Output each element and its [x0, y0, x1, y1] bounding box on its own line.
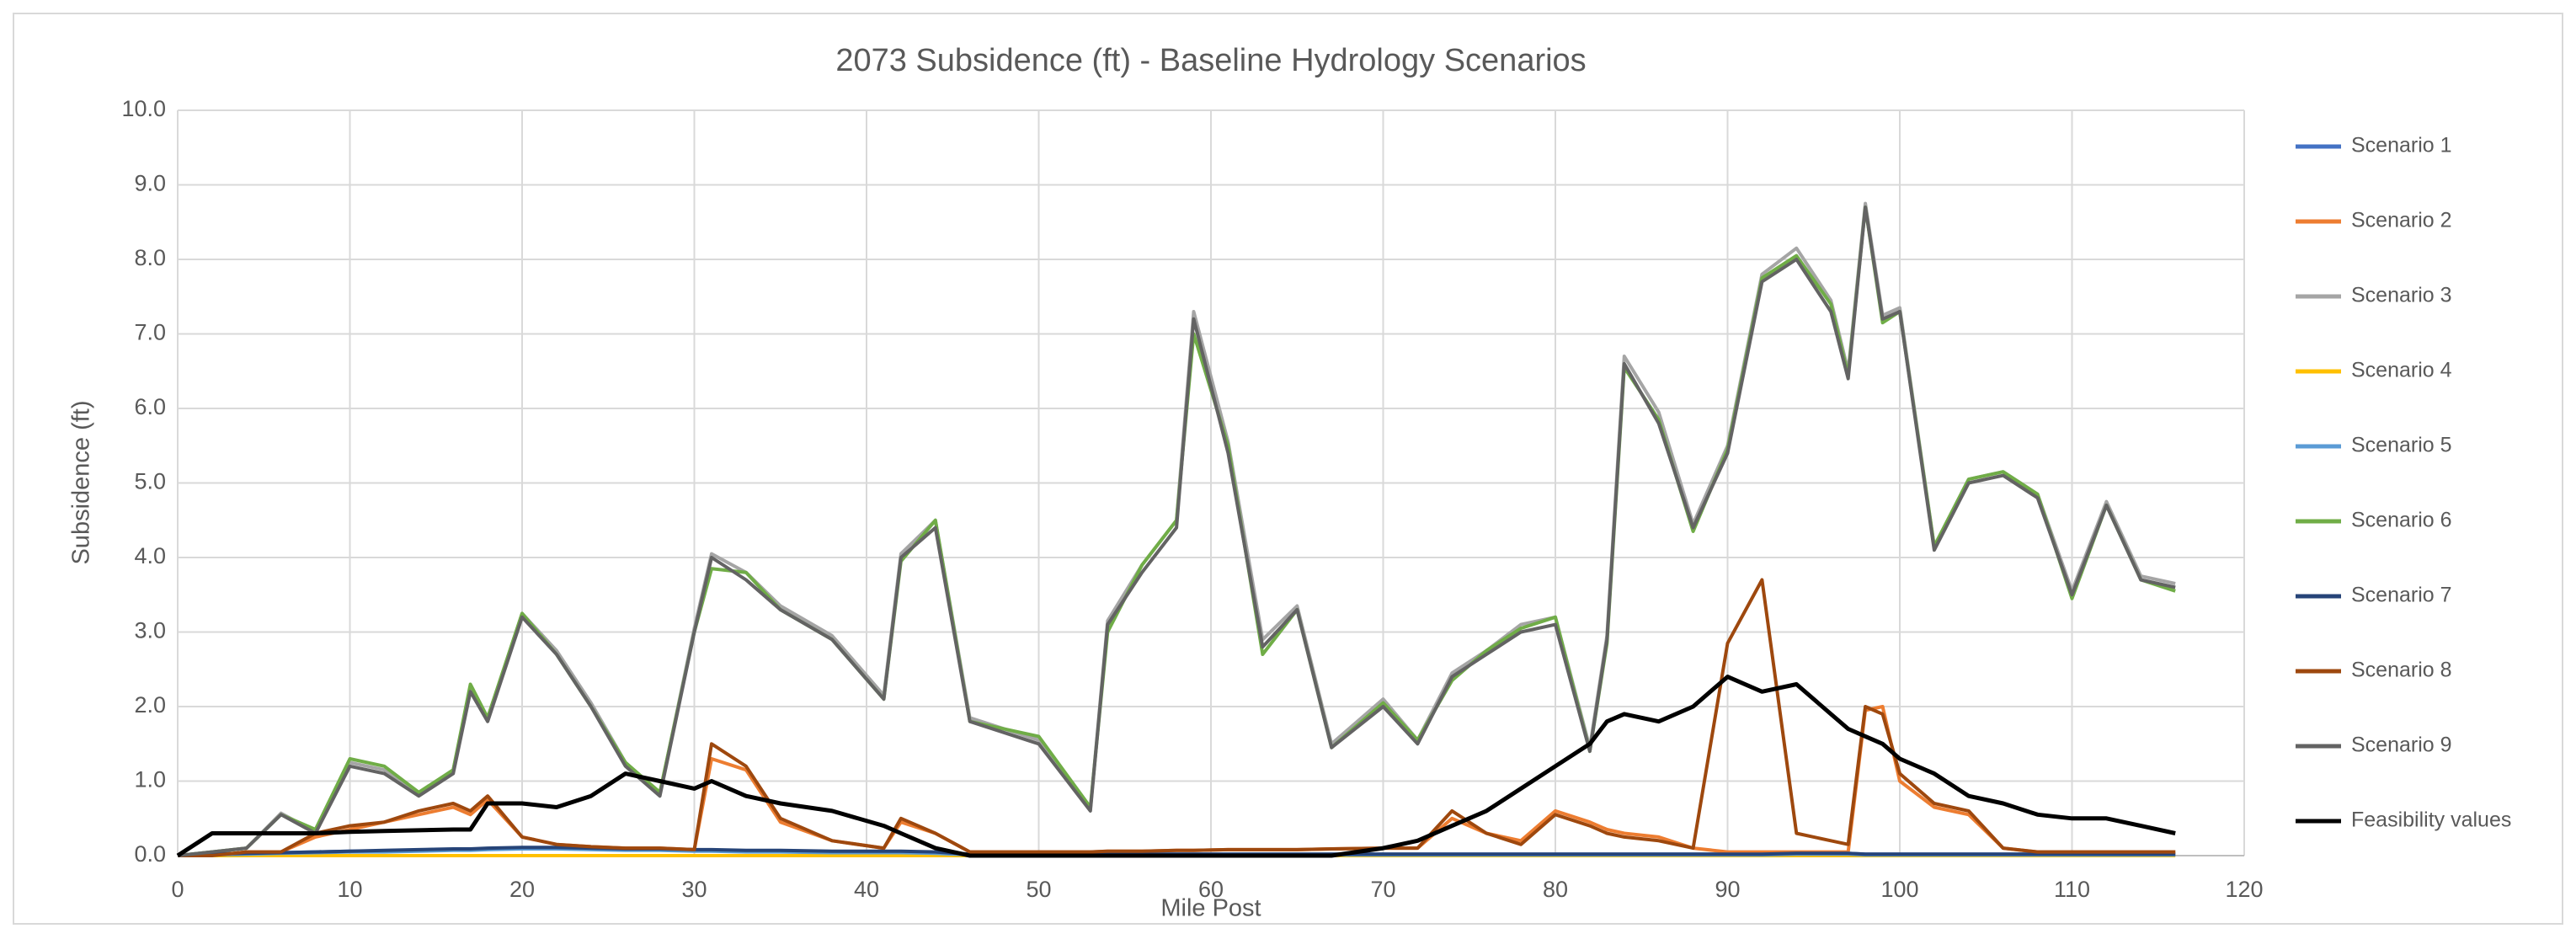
- chart-border: [13, 13, 2563, 925]
- legend-label: Scenario 9: [2351, 734, 2452, 757]
- x-tick-label: 110: [2054, 877, 2090, 902]
- y-tick-label: 2.0: [134, 692, 166, 718]
- y-tick-label: 1.0: [134, 767, 166, 792]
- x-tick-label: 40: [854, 877, 879, 902]
- series-line: [177, 205, 2176, 857]
- y-tick-label: 10.0: [121, 96, 166, 121]
- x-tick-label: 120: [2225, 877, 2263, 902]
- y-tick-label: 9.0: [134, 171, 166, 196]
- x-tick-label: 100: [1880, 877, 1918, 902]
- y-tick-label: 5.0: [134, 469, 166, 494]
- x-tick-label: 30: [681, 877, 707, 902]
- legend-label: Scenario 2: [2351, 209, 2452, 232]
- series-line: [176, 675, 2176, 858]
- legend-label: Scenario 7: [2351, 584, 2452, 607]
- y-tick-label: 0.0: [134, 841, 166, 867]
- x-tick-label: 60: [1198, 877, 1224, 902]
- y-tick-label: 3.0: [134, 618, 166, 643]
- y-tick-label: 6.0: [134, 394, 166, 419]
- y-tick-label: 4.0: [134, 543, 166, 568]
- x-tick-label: 20: [509, 877, 535, 902]
- x-tick-label: 80: [1543, 877, 1568, 902]
- legend-label: Scenario 6: [2351, 509, 2452, 532]
- x-tick-label: 0: [171, 877, 184, 902]
- x-axis-title: Mile Post: [1160, 895, 1261, 922]
- y-tick-label: 7.0: [134, 320, 166, 345]
- x-tick-label: 70: [1370, 877, 1395, 902]
- legend-label: Scenario 3: [2351, 284, 2452, 307]
- legend-label: Feasibility values: [2351, 808, 2511, 832]
- legend-label: Scenario 1: [2351, 134, 2452, 157]
- y-tick-label: 8.0: [134, 245, 166, 270]
- y-axis-title: Subsidence (ft): [68, 400, 95, 564]
- x-tick-label: 10: [337, 877, 362, 902]
- x-tick-label: 50: [1026, 877, 1051, 902]
- x-tick-label: 90: [1715, 877, 1740, 902]
- legend-label: Scenario 4: [2351, 359, 2452, 382]
- chart-title: 2073 Subsidence (ft) - Baseline Hydrolog…: [835, 43, 1586, 78]
- legend-label: Scenario 5: [2351, 434, 2452, 457]
- legend-label: Scenario 8: [2351, 659, 2452, 682]
